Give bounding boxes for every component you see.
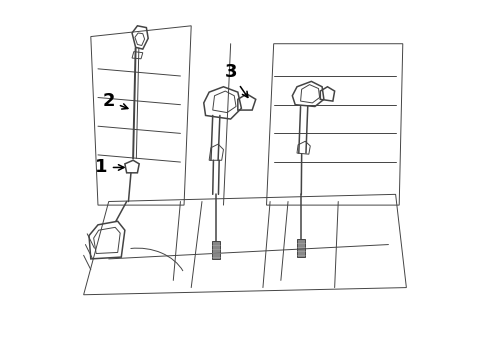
- Polygon shape: [297, 239, 305, 257]
- Text: 3: 3: [224, 63, 248, 98]
- Polygon shape: [212, 241, 220, 259]
- Text: 1: 1: [96, 158, 124, 176]
- Text: 2: 2: [102, 92, 128, 110]
